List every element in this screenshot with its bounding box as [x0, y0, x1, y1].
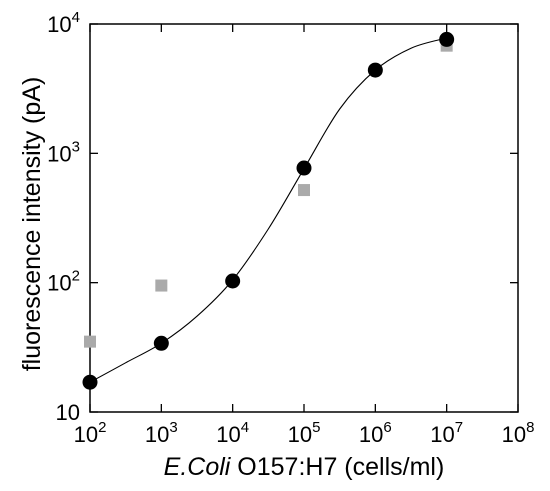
x-tick-label: 107: [430, 419, 463, 447]
y-tick-label-base: 10: [47, 12, 71, 37]
x-tick-label: 108: [502, 419, 535, 447]
data-point-square: [84, 335, 96, 348]
fit-curve: [89, 37, 447, 383]
data-point-circle: [439, 31, 455, 47]
x-tick-label-exp: 2: [98, 419, 106, 436]
axis-ticks: [89, 23, 519, 413]
data-point-circle: [82, 374, 98, 390]
x-tick-label: 106: [359, 419, 392, 447]
data-points-layer: [82, 31, 455, 390]
x-tick-label-base: 10: [145, 422, 169, 447]
x-tick-label: 103: [145, 419, 178, 447]
y-tick-label: 10: [56, 400, 80, 425]
x-tick-label-base: 10: [288, 422, 312, 447]
x-tick-label: 104: [216, 419, 249, 447]
x-tick-label-exp: 3: [169, 419, 177, 436]
x-tick-label: 105: [288, 419, 321, 447]
x-tick-label-base: 10: [430, 422, 454, 447]
y-tick-label-base: 10: [47, 141, 71, 166]
x-tick-label-base: 10: [502, 422, 526, 447]
data-point-circle: [296, 160, 312, 176]
x-axis-title-rest: O157:H7 (cells/ml): [230, 453, 444, 481]
plot-area: [82, 23, 519, 413]
y-tick-label-base: 10: [47, 271, 71, 296]
y-axis-title: fluorescence intensity (pA): [18, 77, 46, 372]
data-point-circle: [153, 335, 169, 351]
data-point-square: [298, 184, 310, 197]
x-tick-label-exp: 6: [383, 419, 391, 436]
x-axis-title-italic: E.Coli: [164, 453, 232, 481]
x-tick-label-exp: 5: [312, 419, 320, 436]
y-tick-label-exp: 4: [72, 9, 80, 26]
data-point-circle: [367, 62, 383, 78]
x-tick-label: 102: [74, 419, 107, 447]
x-axis-title: E.Coli O157:H7 (cells/ml): [164, 453, 445, 481]
data-point-square: [155, 279, 168, 292]
y-tick-label: 102: [47, 268, 80, 296]
x-tick-label-exp: 7: [455, 419, 463, 436]
x-tick-label-base: 10: [74, 422, 98, 447]
y-tick-label: 103: [47, 138, 80, 166]
y-tick-label-exp: 3: [72, 138, 80, 155]
x-tick-label-exp: 8: [526, 419, 534, 436]
y-tick-label-exp: 2: [72, 268, 80, 285]
x-tick-label-base: 10: [359, 422, 383, 447]
x-tick-label-base: 10: [216, 422, 240, 447]
y-tick-label: 104: [47, 9, 80, 37]
fit-curve-layer: [89, 37, 447, 383]
data-point-circle: [225, 273, 241, 289]
y-tick-label-base: 10: [56, 400, 80, 425]
x-tick-label-exp: 4: [241, 419, 249, 436]
plot-frame: [89, 23, 519, 413]
